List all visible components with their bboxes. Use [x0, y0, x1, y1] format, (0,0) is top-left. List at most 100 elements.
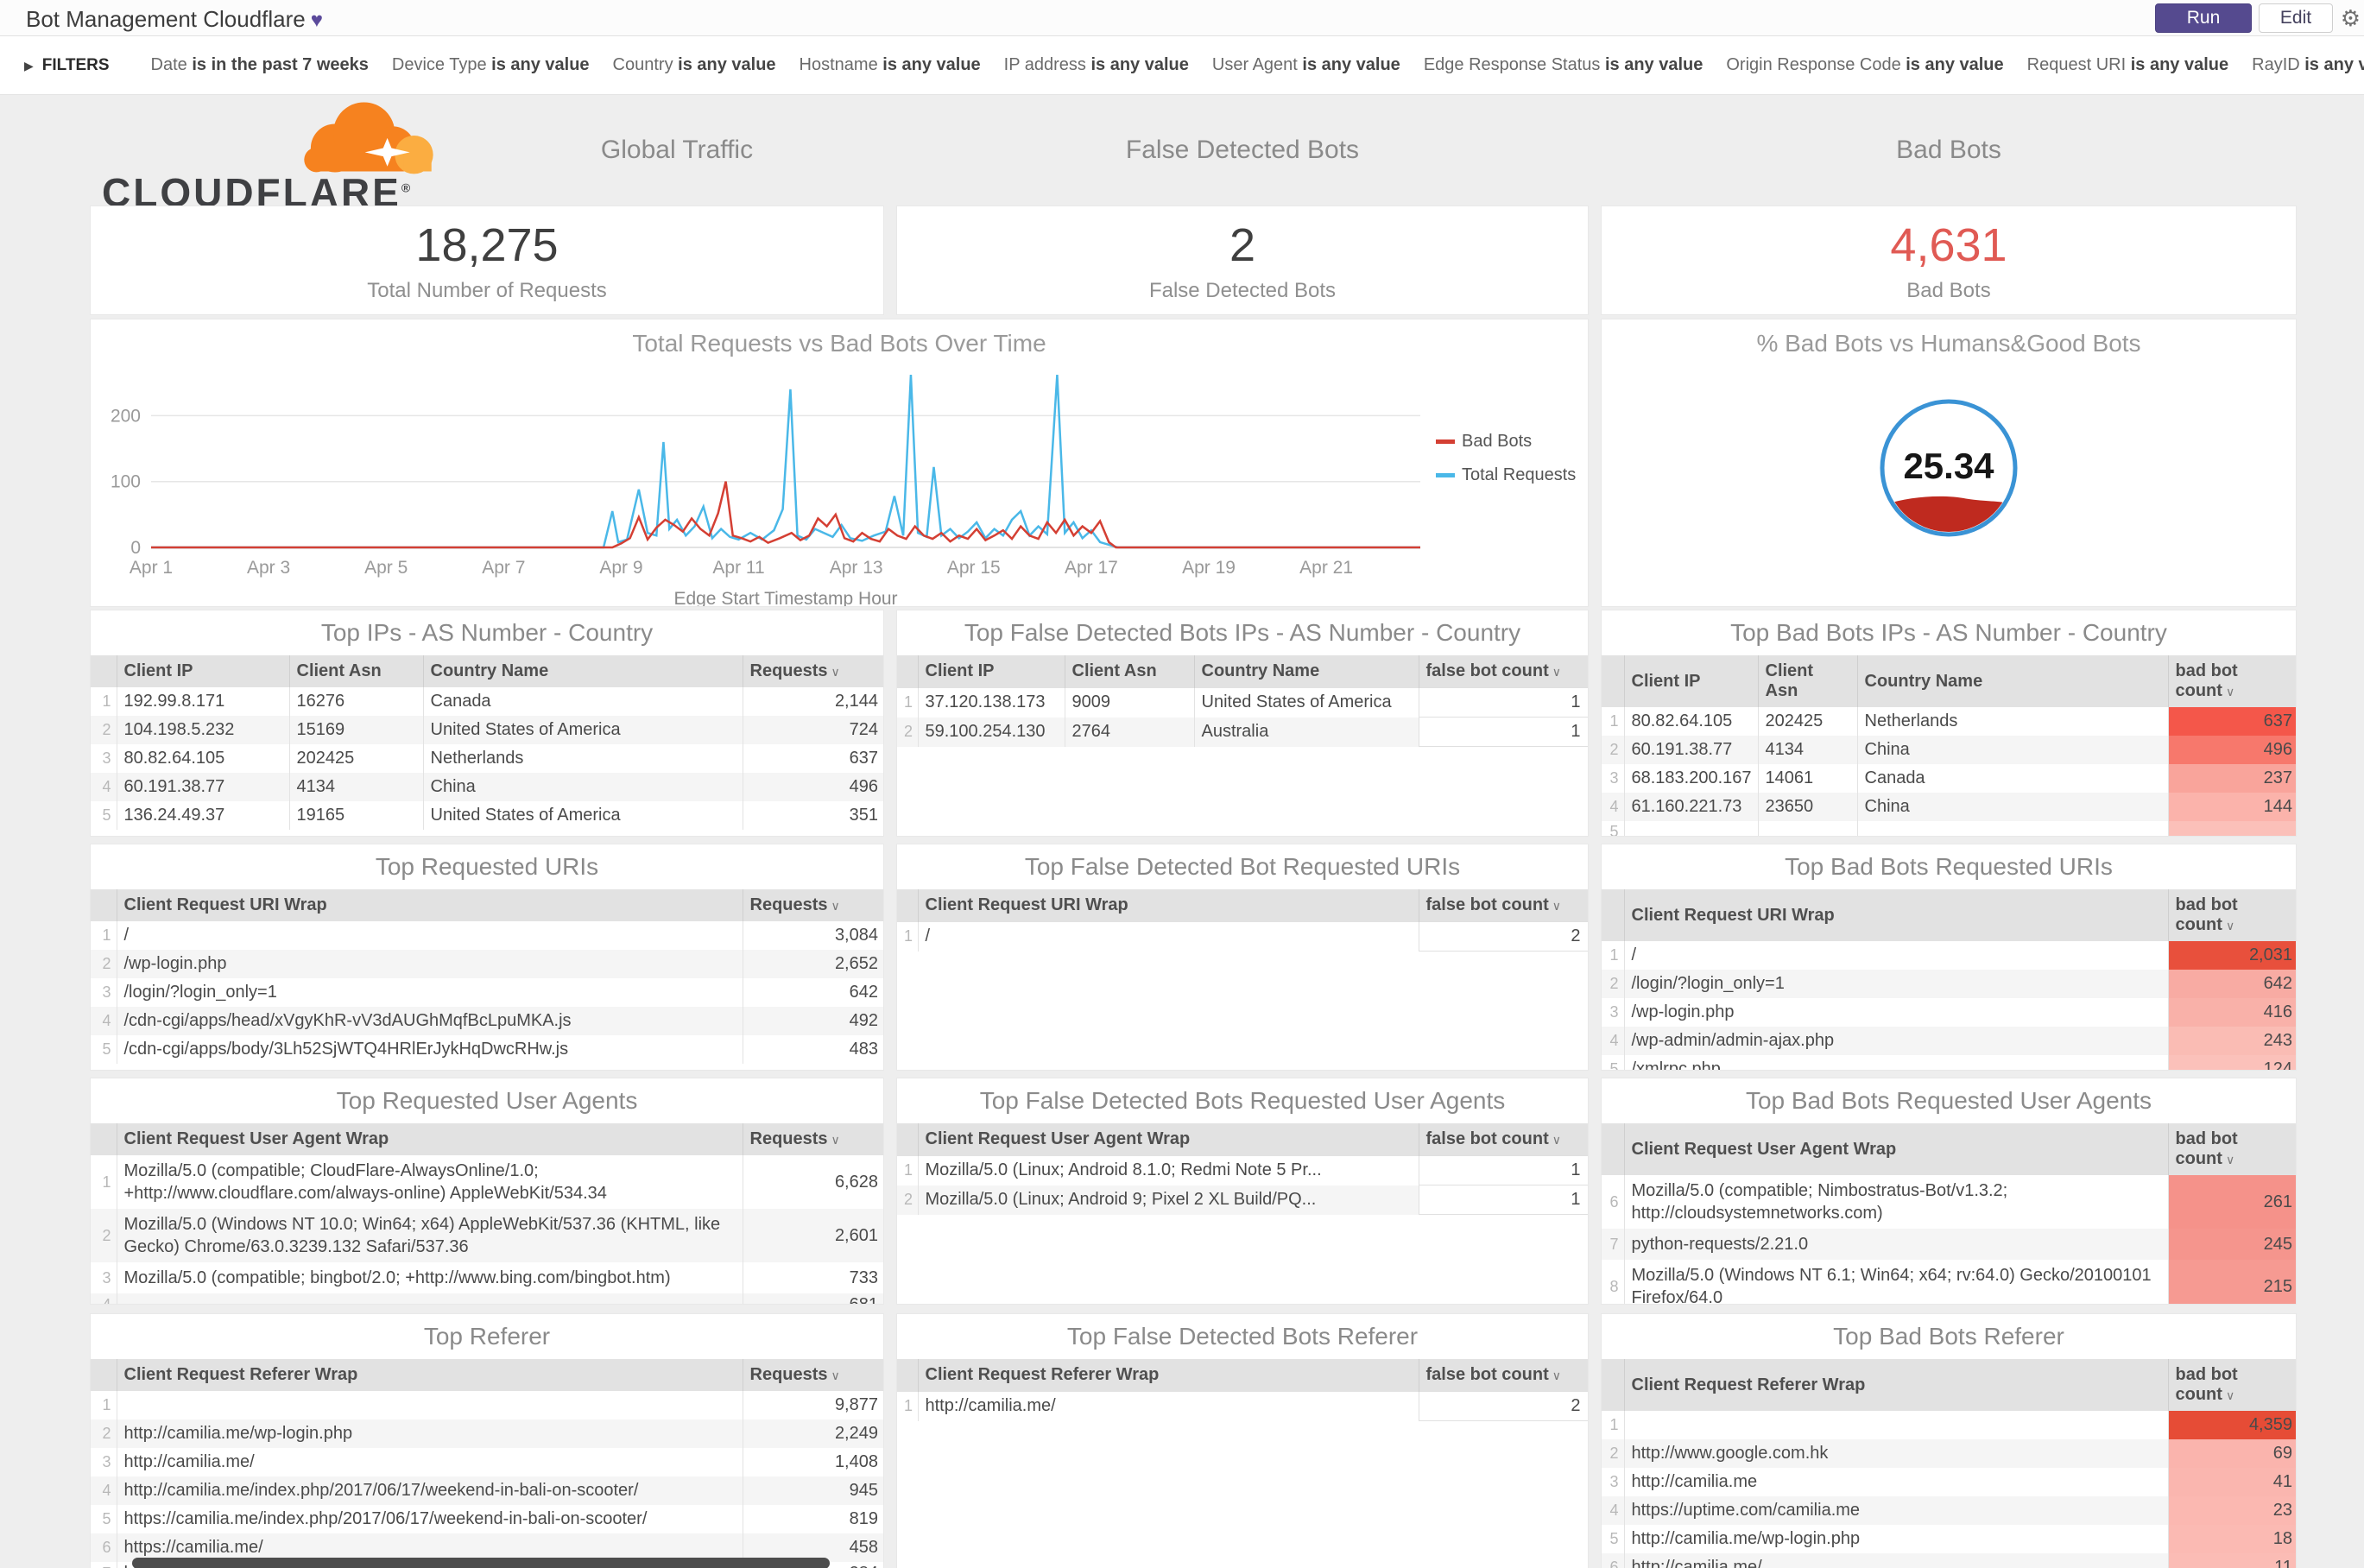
column-header-false-bot-count[interactable]: false bot count ∨	[1418, 1123, 1588, 1156]
column-header-client-asn[interactable]: Client Asn	[1757, 655, 1857, 707]
row-number-header	[91, 889, 117, 921]
cell: 2,144	[742, 687, 883, 716]
column-header-requests[interactable]: Requests ∨	[742, 1359, 883, 1391]
column-header-bad-bot-count[interactable]: bad bot count ∨	[2167, 1123, 2296, 1175]
top-referer-table: Client Request Referer Wrap Requests ∨ 1 9,8…	[91, 1359, 883, 1568]
filter-device-type[interactable]: Device Type is any value	[391, 55, 590, 74]
column-header-country-name[interactable]: Country Name	[422, 655, 743, 687]
svg-text:0: 0	[130, 538, 141, 558]
column-header-country-name[interactable]: Country Name	[1193, 655, 1419, 688]
row-number: 1	[102, 1396, 111, 1413]
row-number: 5	[1609, 823, 1619, 837]
column-header-client-request-user-agent-wrap[interactable]: Client Request User Agent Wrap	[116, 1123, 743, 1155]
column-header-client-request-referer-wrap[interactable]: Client Request Referer Wrap	[917, 1359, 1419, 1392]
filters-toggle[interactable]: ▶ FILTERS	[24, 55, 110, 74]
table-row: 2 104.198.5.232 15169 United States of Amer…	[91, 716, 883, 744]
column-header-client-ip[interactable]: Client IP	[116, 655, 289, 687]
cell: 724	[742, 716, 883, 744]
column-header-client-request-uri-wrap[interactable]: Client Request URI Wrap	[1623, 889, 2168, 941]
row-number: 6	[1602, 1553, 1624, 1568]
top-bad-user-agents-card: Top Bad Bots Requested User Agents Client…	[1601, 1078, 2297, 1305]
cell	[116, 1293, 743, 1304]
column-header-client-request-user-agent-wrap[interactable]: Client Request User Agent Wrap	[1623, 1123, 2168, 1175]
table-row: 5 136.24.49.37 19165 United States of Ameri…	[91, 801, 883, 830]
filter-request-uri[interactable]: Request URI is any value	[2026, 55, 2229, 74]
column-header-client-request-referer-wrap[interactable]: Client Request Referer Wrap	[116, 1359, 743, 1391]
table-row: 5	[1602, 821, 2296, 837]
filter-origin-response-code[interactable]: Origin Response Code is any value	[1726, 55, 2004, 74]
gear-icon[interactable]: ⚙	[2340, 5, 2361, 31]
row-number: 1	[904, 1161, 913, 1179]
column-header-requests[interactable]: Requests ∨	[742, 889, 883, 921]
filter-user-agent[interactable]: User Agent is any value	[1211, 55, 1400, 74]
column-header-false-bot-count[interactable]: false bot count ∨	[1418, 889, 1588, 922]
section-header-bad-bots: Bad Bots	[1896, 136, 2001, 164]
cell: Mozilla/5.0 (Linux; Android 8.1.0; Redmi…	[917, 1155, 1419, 1185]
column-header-bad-bot-count[interactable]: bad bot count ∨	[2167, 889, 2296, 941]
cell: Mozilla/5.0 (Linux; Android 9; Pixel 2 X…	[917, 1185, 1419, 1215]
filter-edge-response-status[interactable]: Edge Response Status is any value	[1423, 55, 1703, 74]
row-number: 1	[904, 693, 913, 711]
column-header-client-ip[interactable]: Client IP	[1623, 655, 1758, 707]
column-header-client-asn[interactable]: Client Asn	[1064, 655, 1194, 688]
section-header-false-detected-bots: False Detected Bots	[1125, 136, 1360, 164]
row-number: 1	[904, 1397, 913, 1414]
top-false-ips-card: Top False Detected Bots IPs - AS Number …	[896, 610, 1589, 837]
cell: http://camilia.me/	[1623, 1553, 2168, 1568]
row-number: 1	[1609, 946, 1619, 964]
column-header-client-request-uri-wrap[interactable]: Client Request URI Wrap	[116, 889, 743, 921]
legend-item-bad-bots: Bad Bots	[1436, 432, 1581, 452]
top-uris-card: Top Requested URIs Client Request URI Wra…	[90, 844, 884, 1071]
table-row-user-agents: Top Requested User Agents Client Request …	[90, 1078, 2297, 1305]
row-number: 4	[91, 773, 117, 801]
filter-bar: ▶ FILTERS Date is in the past 7 weeks Devi…	[0, 36, 2364, 95]
cell: 4134	[288, 773, 423, 801]
cell: 192.99.8.171	[116, 687, 289, 716]
filter-hostname[interactable]: Hostname is any value	[799, 55, 981, 74]
column-header-client-asn[interactable]: Client Asn	[288, 655, 423, 687]
run-button[interactable]: Run	[2155, 3, 2252, 33]
table-title: Top False Detected Bot Requested URIs	[1024, 853, 1461, 880]
cell: 637	[2167, 707, 2296, 736]
column-header-requests[interactable]: Requests ∨	[742, 1123, 883, 1155]
table-row: 1 4,359	[1602, 1411, 2296, 1439]
table-row: 5/xmlrpc.php 124	[1602, 1055, 2296, 1070]
filter-ip-address[interactable]: IP address is any value	[1003, 55, 1189, 74]
column-header-requests[interactable]: Requests ∨	[742, 655, 883, 687]
top-bad-ips-table: Client IP Client Asn Country Name bad bot c…	[1602, 655, 2296, 837]
table-row: 7 python-requests/2.21.0 245	[1602, 1229, 2296, 1260]
table-row: 2 http://www.google.com.hk 69	[1602, 1439, 2296, 1468]
table-row: 5 https://camilia.me/index.php/2017/06/17…	[91, 1505, 883, 1533]
table-row: 6 https://camilia.me/458	[91, 1533, 883, 1562]
row-number: 5	[102, 1510, 111, 1527]
filter-country[interactable]: Country is any value	[612, 55, 776, 74]
cell: Netherlands	[1856, 707, 2168, 736]
filter-date[interactable]: Date is in the past 7 weeks	[150, 55, 369, 74]
row-number: 2	[1602, 1439, 1624, 1468]
column-header-client-ip[interactable]: Client IP	[917, 655, 1065, 688]
row-number-header	[897, 1359, 918, 1392]
horizontal-scrollbar[interactable]	[132, 1558, 830, 1568]
table-row: 2 Mozilla/5.0 (Linux; Android 9; Pixel 2 …	[897, 1185, 1588, 1215]
cell: 261	[2167, 1175, 2296, 1229]
cell: http://camilia.me/wp-login.php	[116, 1419, 743, 1448]
column-header-client-request-user-agent-wrap[interactable]: Client Request User Agent Wrap	[917, 1123, 1419, 1156]
column-header-false-bot-count[interactable]: false bot count ∨	[1418, 655, 1588, 688]
top-bad-referer-card: Top Bad Bots Referer Client Request Refer…	[1601, 1313, 2297, 1568]
filter-rayid[interactable]: RayID is any value	[2252, 55, 2364, 74]
row-number: 1	[904, 927, 913, 945]
column-header-country-name[interactable]: Country Name	[1856, 655, 2168, 707]
column-header-bad-bot-count[interactable]: bad bot count ∨	[2167, 655, 2296, 707]
gauge-svg: 25.34	[1880, 399, 2018, 537]
row-number: 7	[91, 1562, 117, 1568]
column-header-bad-bot-count[interactable]: bad bot count ∨	[2167, 1359, 2296, 1411]
cell: Mozilla/5.0 (compatible; Nimbostratus-Bo…	[1623, 1175, 2168, 1229]
column-header-false-bot-count[interactable]: false bot count ∨	[1418, 1359, 1588, 1392]
top-false-user-agents-card: Top False Detected Bots Requested User A…	[896, 1078, 1589, 1305]
column-header-client-request-referer-wrap[interactable]: Client Request Referer Wrap	[1623, 1359, 2168, 1411]
edit-button[interactable]: Edit	[2259, 3, 2333, 33]
column-header-client-request-uri-wrap[interactable]: Client Request URI Wrap	[917, 889, 1419, 922]
cell: Mozilla/5.0 (compatible; CloudFlare-Alwa…	[116, 1155, 743, 1209]
viz-row: Total Requests vs Bad Bots Over Time 0 10…	[90, 319, 2297, 607]
top-ips-card: Top IPs - AS Number - Country Client IP Cl…	[90, 610, 884, 837]
